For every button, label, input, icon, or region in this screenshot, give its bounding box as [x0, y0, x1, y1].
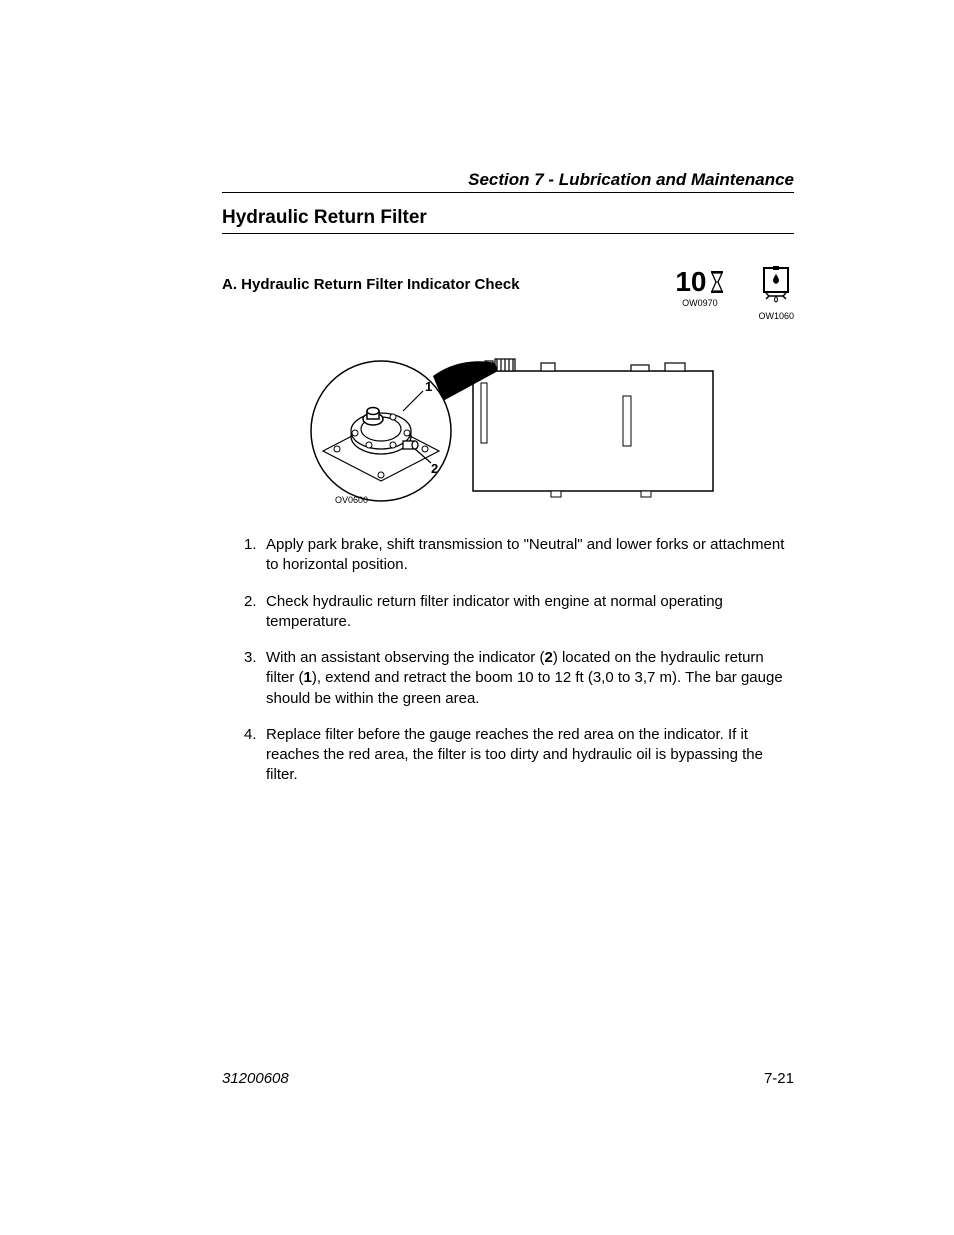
page-number: 7-21 — [764, 1070, 794, 1087]
hourglass-icon — [710, 271, 724, 293]
oil-icon — [762, 266, 790, 306]
doc-number: 31200608 — [222, 1070, 289, 1087]
page-footer: 31200608 7-21 — [222, 1070, 794, 1087]
step-2: 2. Check hydraulic return filter indicat… — [244, 592, 794, 633]
diagram-caption: OV0600 — [335, 495, 368, 505]
oil-caption: OW1060 — [758, 311, 794, 321]
diagram-callout-1: 1 — [425, 379, 432, 394]
step-text: Check hydraulic return filter indicator … — [266, 592, 794, 633]
manual-page: Section 7 - Lubrication and Maintenance … — [0, 0, 954, 1235]
interval-icon: 10 — [675, 266, 724, 298]
step-number: 3. — [244, 648, 266, 709]
step-text: Apply park brake, shift transmission to … — [266, 535, 794, 576]
step-3: 3. With an assistant observing the indic… — [244, 648, 794, 709]
diagram-svg: 1 2 OV0600 — [303, 341, 723, 511]
subheading-row: A. Hydraulic Return Filter Indicator Che… — [222, 266, 794, 321]
step-1: 1. Apply park brake, shift transmission … — [244, 535, 794, 576]
step-number: 1. — [244, 535, 266, 576]
step-text: Replace filter before the gauge reaches … — [266, 725, 794, 786]
page-title: Hydraulic Return Filter — [222, 207, 794, 234]
step-number: 4. — [244, 725, 266, 786]
interval-caption: OW0970 — [675, 298, 724, 308]
step-text: With an assistant observing the indicato… — [266, 648, 794, 709]
step-4: 4. Replace filter before the gauge reach… — [244, 725, 794, 786]
interval-value: 10 — [675, 266, 706, 298]
section-header: Section 7 - Lubrication and Maintenance — [222, 170, 794, 193]
step-number: 2. — [244, 592, 266, 633]
diagram-callout-2: 2 — [431, 461, 438, 476]
subheading: A. Hydraulic Return Filter Indicator Che… — [222, 266, 520, 293]
step-ref-1: 1 — [304, 669, 312, 686]
icon-group: 10 OW0970 — [675, 266, 794, 321]
step-text-frag: ), extend and retract the boom 10 to 12 … — [266, 669, 783, 706]
oil-icon-block: OW1060 — [758, 266, 794, 321]
step-text-frag: With an assistant observing the indicato… — [266, 649, 544, 666]
diagram: 1 2 OV0600 — [232, 341, 794, 511]
step-ref-2: 2 — [544, 649, 552, 666]
interval-icon-block: 10 OW0970 — [675, 266, 724, 308]
steps-list: 1. Apply park brake, shift transmission … — [222, 535, 794, 786]
